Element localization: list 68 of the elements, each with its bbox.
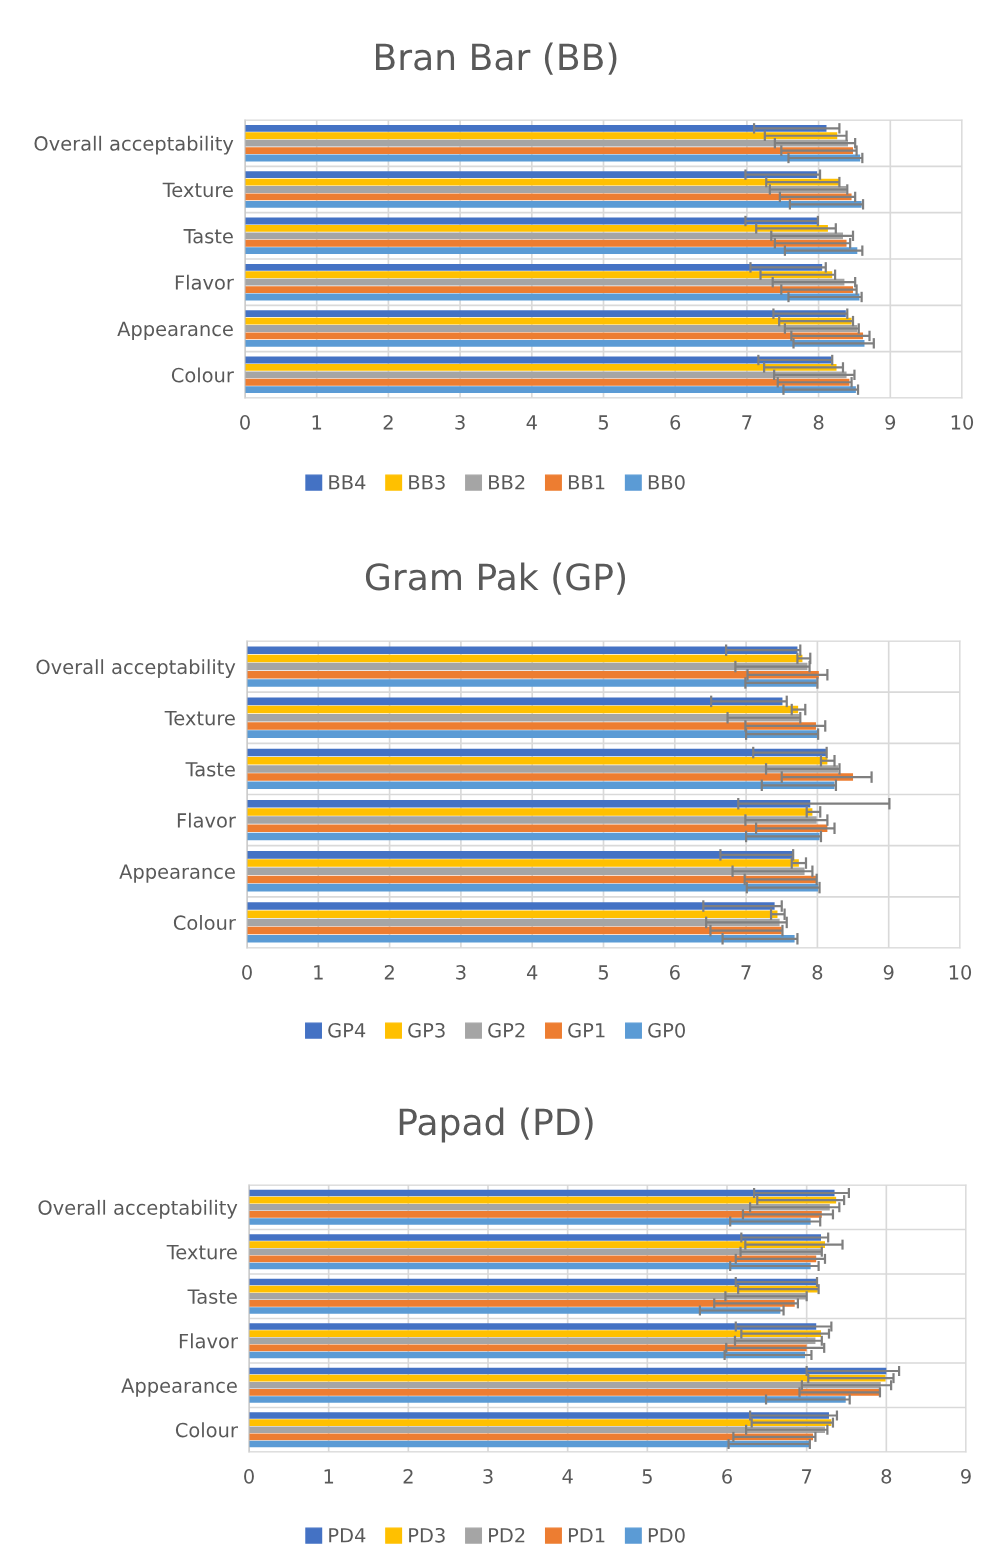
y-tick-label: Taste [183, 229, 233, 244]
x-tick-label: 4 [562, 1469, 573, 1484]
legend-label: GP0 [648, 1022, 685, 1038]
y-tick-label: Taste [187, 1289, 237, 1304]
x-tick-label: 8 [813, 415, 824, 430]
y-tick-label: Colour [171, 367, 234, 383]
x-tick-label: 2 [384, 965, 394, 980]
y-tick-label: Overall acceptability [36, 659, 236, 679]
legend-label: BB0 [648, 474, 685, 490]
y-tick-label: Appearance [119, 864, 235, 883]
x-tick-label: 0 [240, 415, 250, 430]
x-tick-label: 5 [598, 965, 608, 980]
x-tick-label: 6 [722, 1469, 732, 1484]
y-tick-label: Overall acceptability [38, 1199, 238, 1219]
y-tick-label: Appearance [121, 1378, 237, 1397]
y-tick-label: Colour [175, 1422, 238, 1438]
y-tick-label: Overall acceptability [34, 135, 234, 155]
x-tick-label: 3 [455, 415, 465, 430]
legend-label: PD1 [568, 1528, 605, 1543]
x-tick-label: 4 [526, 415, 537, 430]
legend-label: PD4 [329, 1528, 366, 1543]
legend-label: GP4 [328, 1022, 366, 1038]
x-tick-label: 3 [456, 965, 466, 980]
y-tick-label: Texture [162, 182, 233, 198]
legend-label: GP3 [408, 1022, 445, 1038]
y-tick-label: Texture [166, 1244, 237, 1260]
legend-label: BB3 [409, 474, 445, 490]
legend-label: GP2 [488, 1022, 525, 1038]
x-tick-label: 10 [949, 965, 972, 980]
legend-label: GP1 [568, 1022, 605, 1038]
y-tick-label: Colour [173, 915, 236, 931]
x-tick-label: 2 [383, 415, 393, 430]
y-tick-label: Flavor [175, 274, 234, 290]
x-tick-label: 4 [526, 965, 538, 980]
y-tick-label: Flavor [179, 1333, 238, 1349]
x-tick-label: 9 [961, 1469, 971, 1484]
x-tick-label: 7 [741, 965, 751, 980]
legend-label: BB4 [329, 475, 366, 490]
legend-label: PD3 [409, 1527, 445, 1543]
x-tick-label: 3 [483, 1469, 493, 1484]
x-tick-label: 7 [742, 415, 752, 430]
y-tick-label: Texture [164, 710, 235, 726]
x-tick-label: 8 [881, 1469, 892, 1484]
x-tick-label: 9 [885, 415, 896, 430]
x-tick-label: 6 [669, 965, 680, 980]
x-tick-label: 7 [802, 1469, 812, 1484]
x-tick-label: 5 [642, 1469, 652, 1484]
legend-label: PD2 [489, 1527, 525, 1543]
x-tick-label: 9 [883, 965, 894, 980]
y-tick-label: Appearance [117, 321, 233, 340]
x-tick-label: 1 [324, 1469, 334, 1484]
chart-title: Bran Bar (BB) [376, 42, 617, 75]
legend-label: BB2 [489, 474, 525, 490]
legend-label: BB1 [568, 475, 605, 490]
chart-title: Gram Pak (GP) [365, 562, 626, 595]
x-tick-label: 1 [312, 415, 322, 430]
y-tick-label: Taste [185, 762, 235, 777]
y-tick-label: Flavor [177, 812, 236, 828]
x-tick-label: 10 [951, 415, 974, 430]
chart-title: Papad (PD) [399, 1107, 593, 1143]
x-tick-label: 0 [244, 1469, 254, 1484]
x-tick-label: 5 [598, 415, 608, 430]
x-tick-label: 2 [403, 1469, 413, 1484]
x-tick-label: 0 [242, 965, 252, 980]
x-tick-label: 6 [670, 415, 681, 430]
x-tick-label: 8 [812, 965, 823, 980]
x-tick-label: 1 [314, 965, 323, 980]
legend-label: PD0 [648, 1527, 685, 1543]
